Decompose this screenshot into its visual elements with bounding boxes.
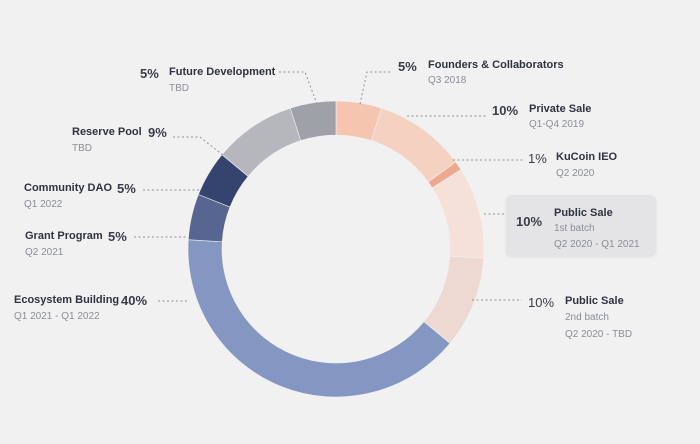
slice-label-private-sale: Private Sale bbox=[529, 103, 592, 115]
slice-label-ecosystem-building: Ecosystem Building bbox=[14, 294, 120, 306]
slice-percent-founders: 5% bbox=[398, 59, 417, 74]
slice-percent-community-dao: 5% bbox=[117, 181, 136, 196]
slice-label-future-development: Future Development bbox=[169, 66, 276, 78]
slice-sublabel-public-sale-2: 2nd batch bbox=[565, 312, 609, 323]
slice-label-public-sale-2: Public Sale bbox=[565, 295, 624, 307]
leader-line-reserve-pool bbox=[173, 136, 225, 157]
slice-period-founders: Q3 2018 bbox=[428, 75, 467, 86]
leader-line-future-development bbox=[279, 71, 318, 105]
highlight-card bbox=[506, 195, 656, 256]
slice-percent-public-sale-1: 10% bbox=[516, 214, 543, 229]
slice-percent-grant-program: 5% bbox=[108, 229, 127, 244]
leader-line-founders bbox=[359, 71, 392, 105]
slice-period-reserve-pool: TBD bbox=[72, 143, 92, 154]
slice-percent-future-development: 5% bbox=[140, 66, 159, 81]
slice-label-reserve-pool: Reserve Pool bbox=[72, 126, 142, 138]
slice-percent-private-sale: 10% bbox=[492, 103, 519, 118]
slice-label-public-sale-1: Public Sale bbox=[554, 207, 613, 219]
slice-period-private-sale: Q1-Q4 2019 bbox=[529, 119, 585, 130]
slice-label-kucoin-ieo: KuCoin IEO bbox=[556, 151, 618, 163]
slice-label-founders: Founders & Collaborators bbox=[428, 59, 564, 71]
slice-percent-public-sale-2: 10% bbox=[528, 295, 555, 310]
donut-slice-future-development bbox=[289, 100, 337, 141]
slice-percent-kucoin-ieo: 1% bbox=[528, 151, 547, 166]
slice-period-grant-program: Q2 2021 bbox=[25, 247, 64, 258]
donut-slice-ecosystem-building bbox=[187, 239, 451, 398]
slice-period-kucoin-ieo: Q2 2020 bbox=[556, 168, 595, 179]
slice-period-public-sale-2: Q2 2020 - TBD bbox=[565, 329, 633, 340]
slice-label-community-dao: Community DAO bbox=[24, 182, 112, 194]
slice-percent-reserve-pool: 9% bbox=[148, 125, 167, 140]
slice-label-grant-program: Grant Program bbox=[25, 230, 103, 242]
slice-percent-ecosystem-building: 40% bbox=[121, 293, 148, 308]
slice-period-public-sale-1: Q2 2020 - Q1 2021 bbox=[554, 239, 640, 250]
slice-period-ecosystem-building: Q1 2021 - Q1 2022 bbox=[14, 311, 100, 322]
donut-slice-public-sale-1 bbox=[431, 169, 485, 259]
slice-period-future-development: TBD bbox=[169, 83, 189, 94]
slice-period-community-dao: Q1 2022 bbox=[24, 199, 63, 210]
slice-sublabel-public-sale-1: 1st batch bbox=[554, 223, 595, 234]
